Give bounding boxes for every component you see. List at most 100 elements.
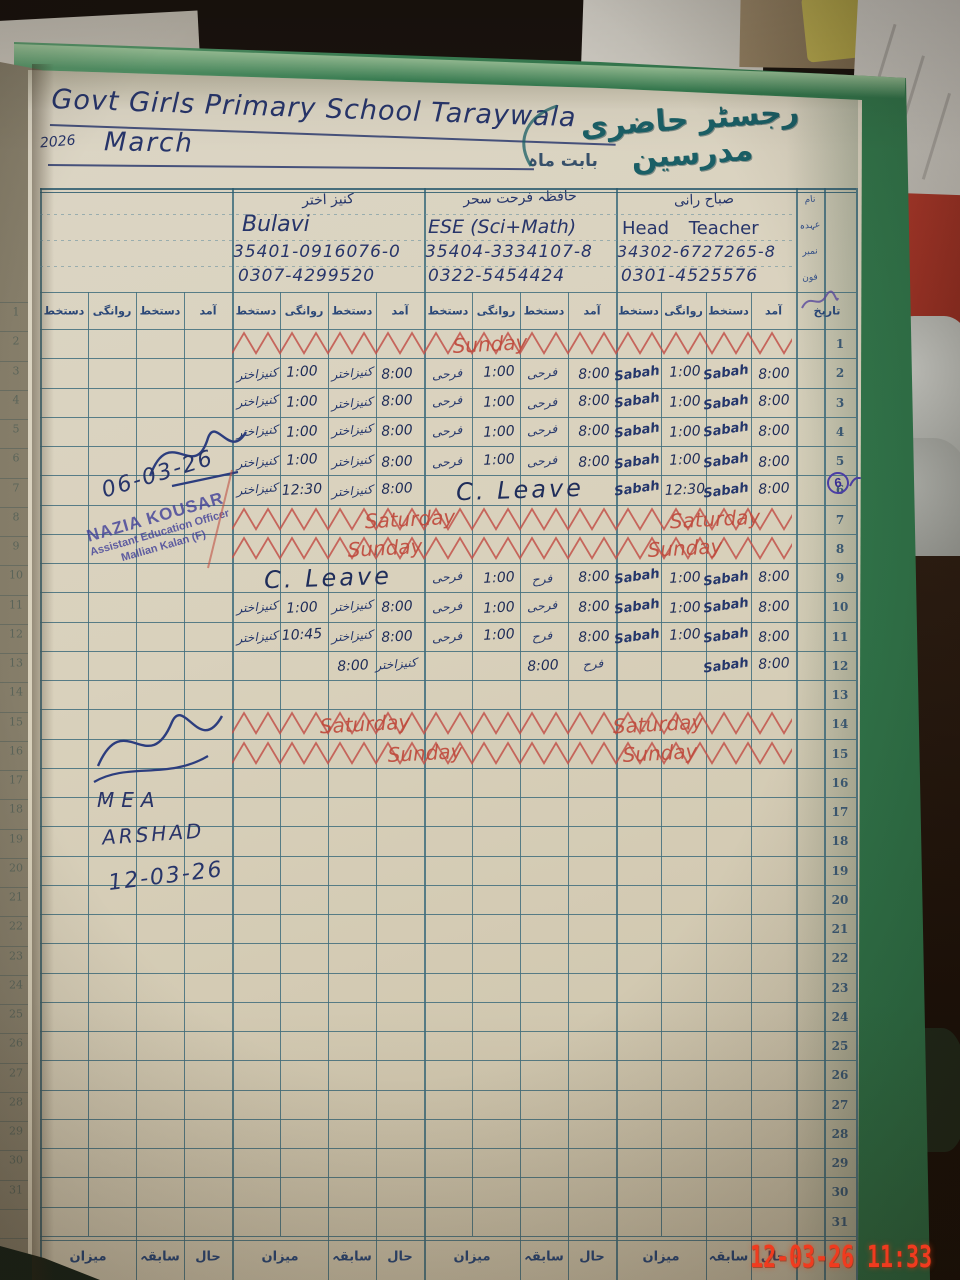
column-header-2: دستخط xyxy=(708,304,749,318)
day-number: 20 xyxy=(831,892,849,907)
day-number: 4 xyxy=(835,424,845,439)
visitor-initials: MEA xyxy=(97,788,162,812)
attendance-signature: کنیزاختر xyxy=(331,597,375,615)
officer-signature xyxy=(148,430,248,488)
attendance-signature: Sabah xyxy=(701,568,750,590)
weekend-label: Saturday xyxy=(612,709,704,739)
attendance-time: 1:00 xyxy=(668,423,701,442)
footer-prev-label: سابقہ xyxy=(708,1249,749,1265)
column-header-0: دستخط xyxy=(43,304,85,318)
attendance-signature: Sabah xyxy=(612,566,661,588)
attendance-signature: کنیزاختر xyxy=(331,364,375,382)
attendance-signature: کنیزاختر xyxy=(236,598,280,616)
attendance-signature: Sabah xyxy=(701,655,750,677)
day-number: 15 xyxy=(831,746,849,761)
teacher3-phone: 0301-4525576 xyxy=(621,266,759,286)
attendance-signature: Sabah xyxy=(612,390,661,412)
column-header-3: آمد xyxy=(583,304,601,318)
attendance-signature: Sabah xyxy=(701,392,750,414)
footer-current-label: حال xyxy=(760,1249,787,1265)
attendance-time: 1:00 xyxy=(482,363,516,381)
teacher2-cnic: 35404-3334107-8 xyxy=(425,242,593,262)
day-number: 7 xyxy=(835,512,845,527)
column-header-2: دستخط xyxy=(331,304,373,318)
day-number: 12 xyxy=(831,658,849,673)
footer-total-label: میزان xyxy=(642,1249,680,1265)
teacher3-designation: Head Teacher xyxy=(622,218,759,239)
faint-print-stripe xyxy=(921,92,952,180)
attendance-time: 8:00 xyxy=(577,452,611,471)
day-number: 22 xyxy=(831,951,849,966)
attendance-signature: فرحی xyxy=(526,394,560,412)
attendance-time: 1:00 xyxy=(668,393,701,411)
attendance-time: 1:00 xyxy=(668,568,701,587)
attendance-time: 8:00 xyxy=(380,365,414,383)
day-number: 28 xyxy=(831,1126,849,1141)
teacher1-cnic: 35401-0916076-0 xyxy=(233,242,401,262)
day-number: 27 xyxy=(831,1097,849,1112)
footer-prev-label: سابقہ xyxy=(140,1249,180,1265)
teacher2-phone: 0322-5454424 xyxy=(428,266,566,286)
day-number: 16 xyxy=(831,775,849,790)
attendance-signature: کنیزاختر xyxy=(331,451,375,470)
day-number: 9 xyxy=(835,571,845,585)
teacher3-cnic: 34302-6727265-8 xyxy=(617,242,776,261)
day-number: 6 xyxy=(835,483,845,498)
header-initials-scribble xyxy=(801,290,839,309)
footer-prev-label: سابقہ xyxy=(524,1249,564,1265)
day-number: 24 xyxy=(831,1009,849,1024)
officer-signature xyxy=(93,714,224,783)
attendance-signature: فرحی xyxy=(431,365,465,383)
weekend-label: Sunday xyxy=(647,534,723,563)
attendance-time: 8:00 xyxy=(757,452,790,471)
weekend-zigzag xyxy=(232,740,792,765)
attendance-time: 8:00 xyxy=(757,480,790,498)
attendance-time: 1:00 xyxy=(285,393,319,411)
day-number: 11 xyxy=(831,629,849,644)
attendance-signature: Sabah xyxy=(612,478,661,500)
weekend-label: Saturday xyxy=(319,709,411,739)
teacher1-phone: 0307-4299520 xyxy=(238,266,376,286)
day-number: 8 xyxy=(835,541,845,556)
day-number: 5 xyxy=(835,454,845,468)
day-number: 19 xyxy=(831,863,849,878)
attendance-signature: فرحی xyxy=(431,598,465,616)
title-flourish xyxy=(522,104,558,167)
attendance-time: 8:00 xyxy=(577,365,611,383)
page-shading xyxy=(786,88,858,1280)
attendance-time: 8:00 xyxy=(526,657,560,676)
attendance-signature: کنیزاختر xyxy=(331,627,375,645)
attendance-time: 1:00 xyxy=(482,568,516,587)
attendance-signature: فرح xyxy=(531,628,555,644)
attendance-signature: Sabah xyxy=(701,625,750,647)
column-header-2: دستخط xyxy=(523,304,565,318)
attendance-time: 8:00 xyxy=(336,657,370,676)
attendance-time: 8:00 xyxy=(757,392,790,410)
attendance-time: 1:00 xyxy=(482,450,516,469)
attendance-time: 1:00 xyxy=(668,599,701,617)
attendance-time: 8:00 xyxy=(577,422,611,441)
attendance-time: 8:00 xyxy=(757,567,790,586)
attendance-signature: کنیزاختر xyxy=(331,394,375,412)
attendance-signature: کنیزاختر xyxy=(236,628,280,646)
weekend-label: Saturday xyxy=(669,504,761,534)
camera-timestamp: 12-03-26 11:33 xyxy=(750,1240,933,1275)
column-header-1: روانگی xyxy=(92,304,132,318)
column-header-1: روانگی xyxy=(476,304,516,318)
attendance-time: 1:00 xyxy=(482,423,516,442)
attendance-time: 8:00 xyxy=(577,567,611,586)
column-header-1: روانگی xyxy=(664,304,703,318)
attendance-signature: کنیزاختر xyxy=(331,482,375,500)
attendance-signature: Sabah xyxy=(612,363,661,385)
day-number: 26 xyxy=(831,1068,849,1083)
day-number: 25 xyxy=(831,1039,849,1053)
weekend-label: Sunday xyxy=(622,739,698,768)
attendance-time: 12:30 xyxy=(281,480,323,499)
column-header-0: دستخط xyxy=(235,304,277,318)
column-header-3: آمد xyxy=(391,304,409,318)
attendance-time: 1:00 xyxy=(482,626,516,644)
attendance-signature: فرحی xyxy=(526,597,560,615)
attendance-signature: فرح xyxy=(582,656,606,673)
